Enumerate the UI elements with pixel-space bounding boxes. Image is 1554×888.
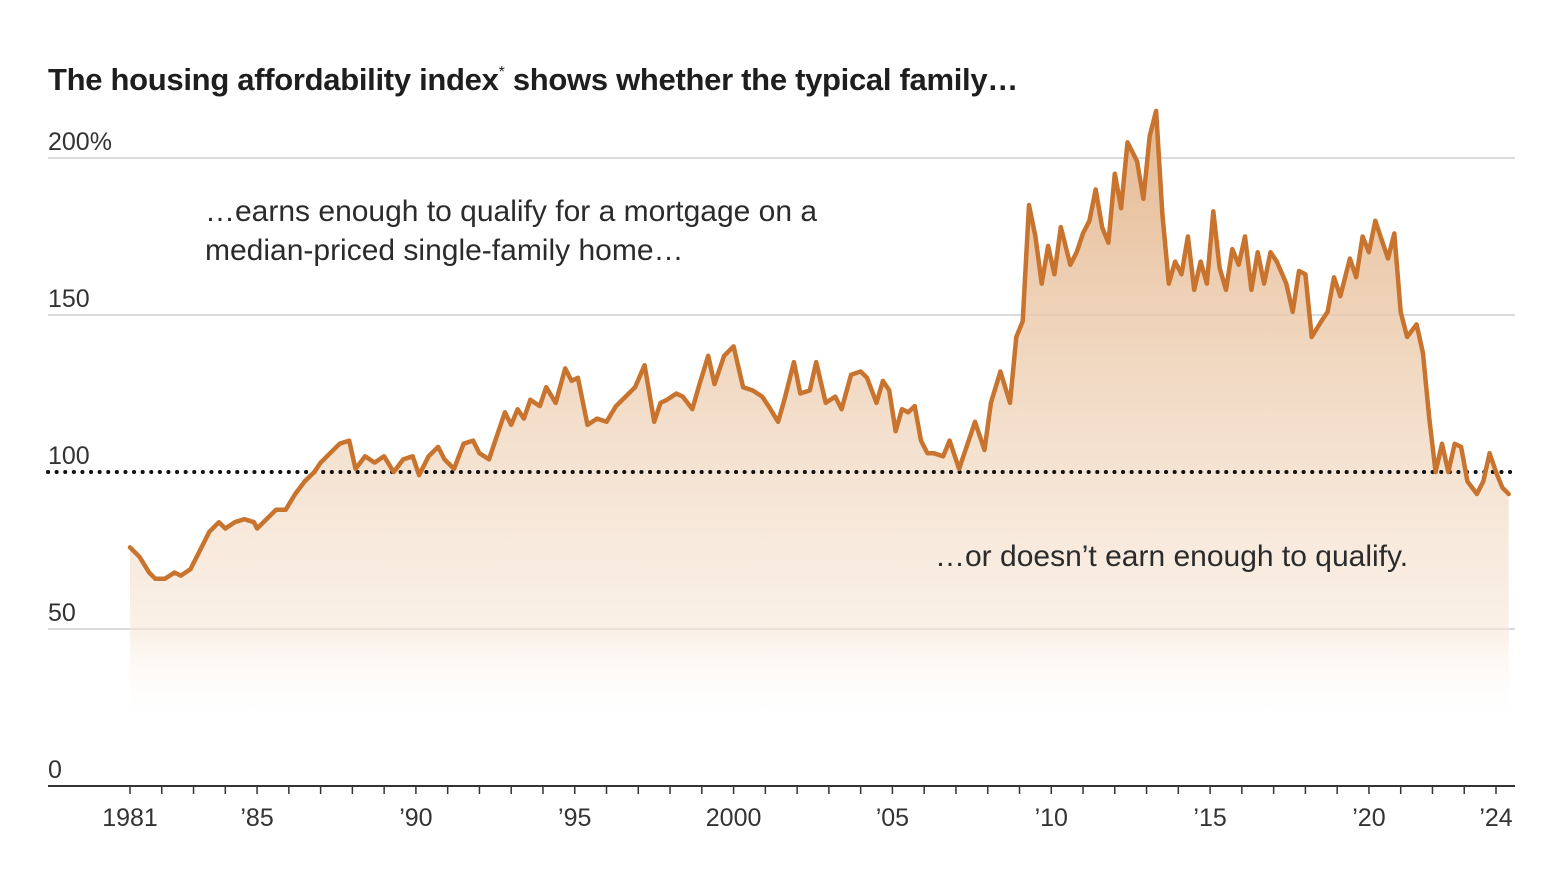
y-tick-label: 150 [48, 285, 90, 313]
y-tick-label: 200% [48, 128, 112, 156]
y-tick-label: 0 [48, 756, 62, 784]
y-tick-label: 100 [48, 442, 90, 470]
x-tick-label: ’05 [876, 804, 909, 832]
x-tick-label: ’10 [1035, 804, 1068, 832]
chart-title-rest: shows whether the typical family… [504, 62, 1018, 97]
x-tick-label: ’90 [399, 804, 432, 832]
x-tick-label: ’85 [240, 804, 273, 832]
annotation-below: …or doesn’t earn enough to qualify. [935, 540, 1408, 573]
x-tick-label: ’24 [1479, 804, 1512, 832]
chart-title-main: The housing affordability index [48, 62, 499, 97]
annotation-above-line1: …earns enough to qualify for a mortgage … [205, 195, 817, 228]
affordability-area [130, 110, 1509, 725]
chart-title: The housing affordability index* shows w… [48, 62, 1018, 98]
affordability-line [127, 108, 1511, 582]
x-tick-label: ’15 [1193, 804, 1226, 832]
y-tick-label: 50 [48, 599, 76, 627]
x-ticks: 1981 ’85 ’90 ’95 2000 ’05 ’10 ’15 ’20 ’24 [102, 786, 1513, 832]
annotation-above-line2: median-priced single-family home… [205, 234, 684, 267]
x-tick-label: 1981 [102, 804, 158, 832]
chart-title-footnote-mark: * [498, 64, 505, 81]
x-tick-label: 2000 [706, 804, 762, 832]
y-tick-labels: 200% 150 100 50 0 [48, 128, 112, 784]
x-tick-label: ’95 [558, 804, 591, 832]
x-tick-label: ’20 [1352, 804, 1385, 832]
